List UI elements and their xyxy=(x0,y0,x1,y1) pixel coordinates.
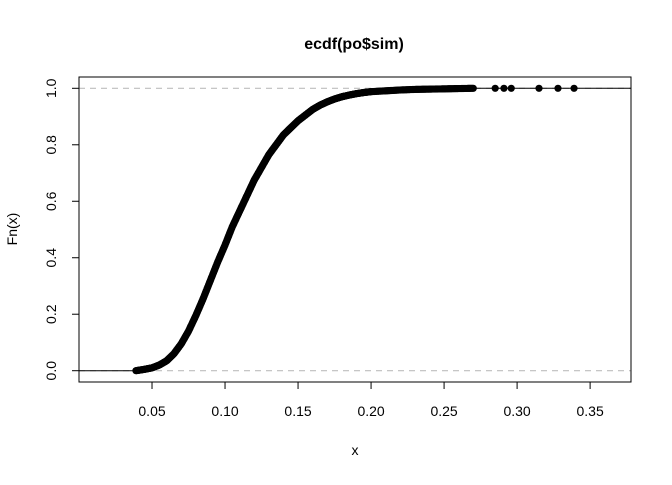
step-line xyxy=(79,87,631,372)
outlier-point xyxy=(535,84,543,92)
y-axis-label: Fn(x) xyxy=(4,213,20,246)
y-tick-label: 0.2 xyxy=(43,304,59,324)
outlier-point xyxy=(507,84,515,92)
y-tick-label: 1.0 xyxy=(43,78,59,98)
data-point xyxy=(469,84,477,92)
x-tick-label: 0.05 xyxy=(138,403,165,419)
outlier-point xyxy=(500,84,508,92)
outlier-point xyxy=(554,84,562,92)
x-tick-label: 0.30 xyxy=(503,403,530,419)
outlier-point xyxy=(570,84,578,92)
chart-title: ecdf(po$sim) xyxy=(304,36,404,53)
reference-lines xyxy=(79,87,631,372)
x-axis: 0.05 0.10 0.15 0.20 0.25 0.30 0.35 xyxy=(138,381,604,419)
y-tick-label: 0.4 xyxy=(43,248,59,268)
x-tick-label: 0.15 xyxy=(284,403,311,419)
plot-frame xyxy=(78,76,632,383)
y-tick-label: 0.0 xyxy=(43,361,59,381)
x-tick-label: 0.20 xyxy=(357,403,384,419)
data-points xyxy=(132,84,578,375)
x-tick-label: 0.35 xyxy=(576,403,603,419)
x-tick-label: 0.10 xyxy=(211,403,238,419)
x-tick-label: 0.25 xyxy=(430,403,457,419)
x-axis-label: x xyxy=(352,442,359,458)
outlier-point xyxy=(491,84,499,92)
y-tick-label: 0.6 xyxy=(43,191,59,211)
y-tick-label: 0.8 xyxy=(43,135,59,155)
y-axis: 0.0 0.2 0.4 0.6 0.8 1.0 xyxy=(43,78,80,381)
